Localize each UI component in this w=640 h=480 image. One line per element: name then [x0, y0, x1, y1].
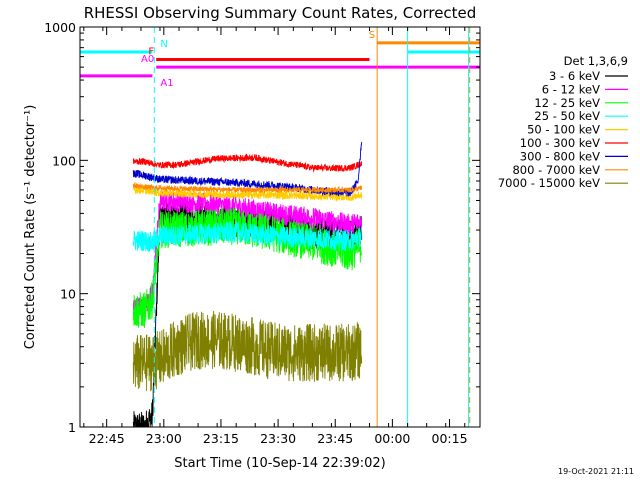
legend-label-4: 25 - 50 keV: [534, 109, 600, 123]
y-axis-label: Corrected Count Rate (s⁻¹ detector⁻¹): [23, 105, 38, 350]
x-axis-label: Start Time (10-Sep-14 22:39:02): [174, 456, 385, 471]
legend-label-8: 800 - 7000 keV: [512, 163, 600, 177]
flag-label-1: N: [160, 39, 167, 50]
legend-label-3: 12 - 25 keV: [534, 96, 600, 110]
legend-label-9: 7000 - 15000 keV: [498, 176, 600, 190]
series-line-4: [132, 221, 363, 253]
series-line-9: [132, 310, 363, 392]
x-tick-label-1: 22:45: [89, 431, 125, 446]
legend-label-1: 3 - 6 keV: [549, 69, 600, 83]
axis-ticks: 22:45 23:00 23:15 23:30 23:45 00:00 00:15 1 10 10…: [44, 20, 480, 446]
y-tick-label-4: 1000: [44, 20, 76, 35]
flag-label-3: F: [148, 47, 154, 58]
legend-label-6: 100 - 300 keV: [520, 136, 600, 150]
series-line-7: [132, 141, 363, 197]
legend-label-5: 50 - 100 keV: [527, 123, 600, 137]
series-lines: [132, 141, 363, 428]
flag-label-6: A1: [160, 78, 173, 89]
y-tick-label-1: 1: [68, 420, 76, 435]
legend-label-2: 6 - 12 keV: [542, 82, 600, 96]
chart-title: RHESSI Observing Summary Count Rates, Co…: [84, 4, 477, 22]
footer-timestamp: 19-Oct-2021 21:11: [558, 467, 634, 476]
legend-label-7: 300 - 800 keV: [520, 149, 600, 163]
vertical-markers: [153, 27, 471, 427]
x-tick-label-7: 00:15: [432, 431, 468, 446]
series-line-8: [132, 181, 363, 194]
series-line-5: [132, 185, 363, 202]
legend-title: Det 1,3,6,9: [564, 54, 628, 68]
x-tick-label-3: 23:15: [203, 431, 239, 446]
x-tick-label-4: 23:30: [260, 431, 296, 446]
x-tick-label-5: 23:45: [317, 431, 353, 446]
plot-frame: [79, 26, 481, 428]
series-line-6: [132, 153, 363, 173]
flag-label-4: S: [369, 30, 375, 41]
observing-flags: NNFSA0A1: [80, 30, 480, 89]
y-tick-label-3: 100: [52, 153, 76, 168]
y-tick-label-2: 10: [60, 287, 76, 302]
flag-label-5: A0: [141, 54, 154, 65]
x-tick-label-2: 23:00: [146, 431, 182, 446]
x-tick-label-6: 00:00: [374, 431, 410, 446]
